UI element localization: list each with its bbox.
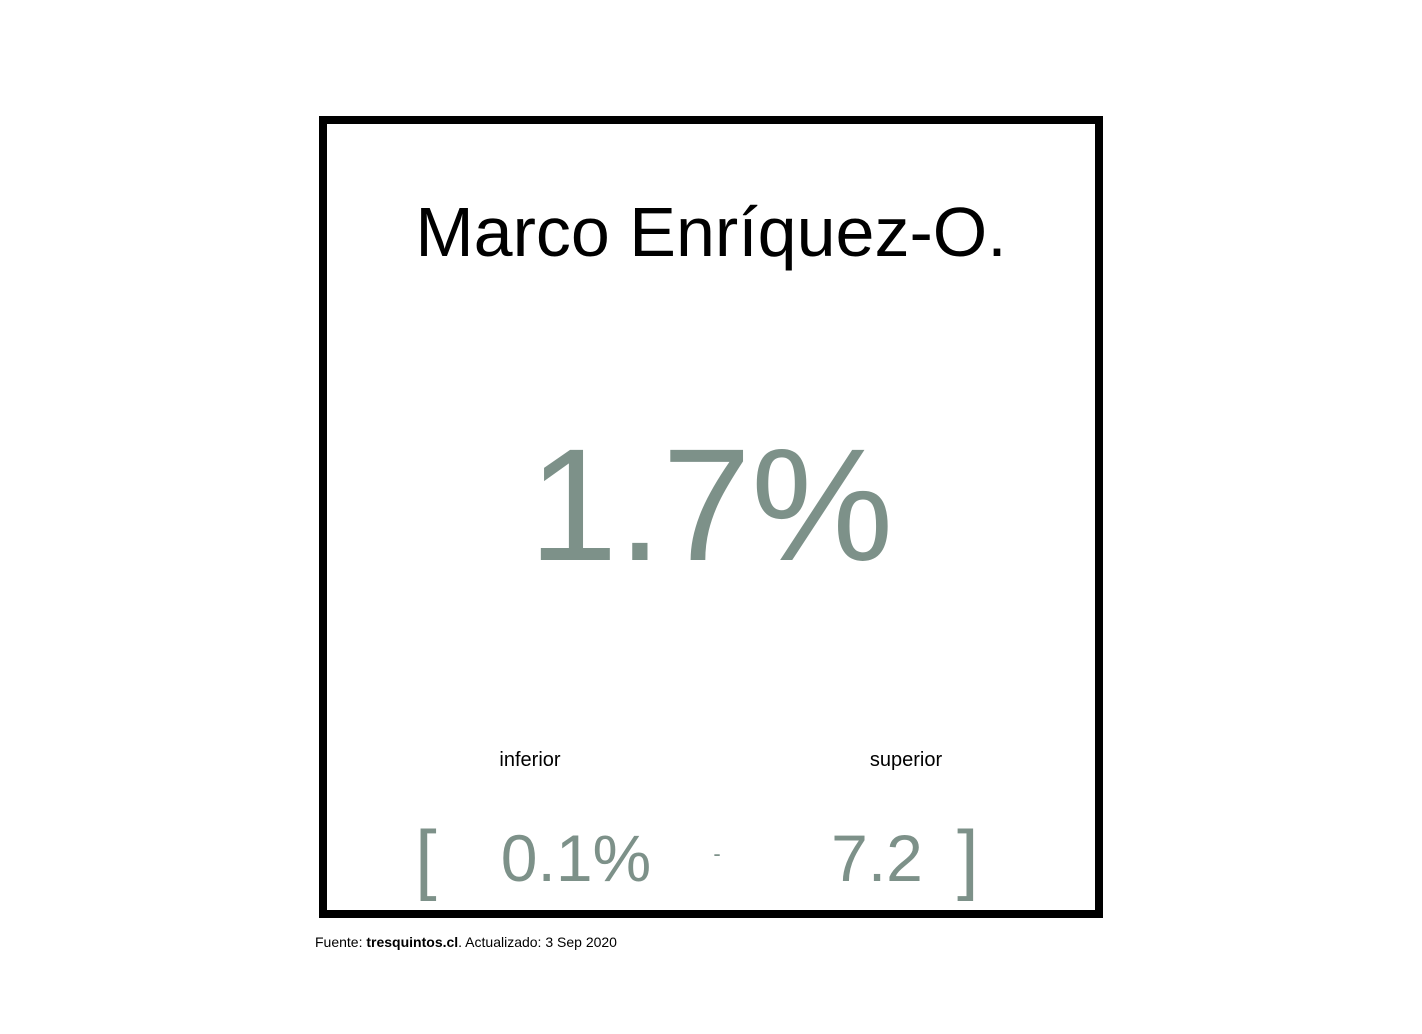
footer-prefix: Fuente: bbox=[315, 934, 367, 950]
open-bracket: [ bbox=[415, 814, 437, 902]
lower-bound-value: 0.1% bbox=[500, 821, 652, 895]
upper-bound-label: superior bbox=[869, 749, 943, 771]
range-separator: - bbox=[713, 841, 721, 866]
footer-source: tresquintos.cl bbox=[366, 934, 459, 950]
source-footer: Fuente: tresquintos.cl. Actualizado: 3 S… bbox=[315, 932, 617, 952]
close-bracket: ] bbox=[957, 814, 979, 902]
estimate-value: 1.7% bbox=[528, 415, 894, 594]
result-card: Marco Enríquez-O. 1.7% inferior superior… bbox=[319, 116, 1103, 918]
lower-bound-label: inferior bbox=[499, 749, 561, 771]
footer-suffix: . Actualizado: 3 Sep 2020 bbox=[458, 934, 617, 950]
candidate-name: Marco Enríquez-O. bbox=[415, 193, 1007, 271]
upper-bound-value: 7.2 bbox=[831, 821, 923, 895]
